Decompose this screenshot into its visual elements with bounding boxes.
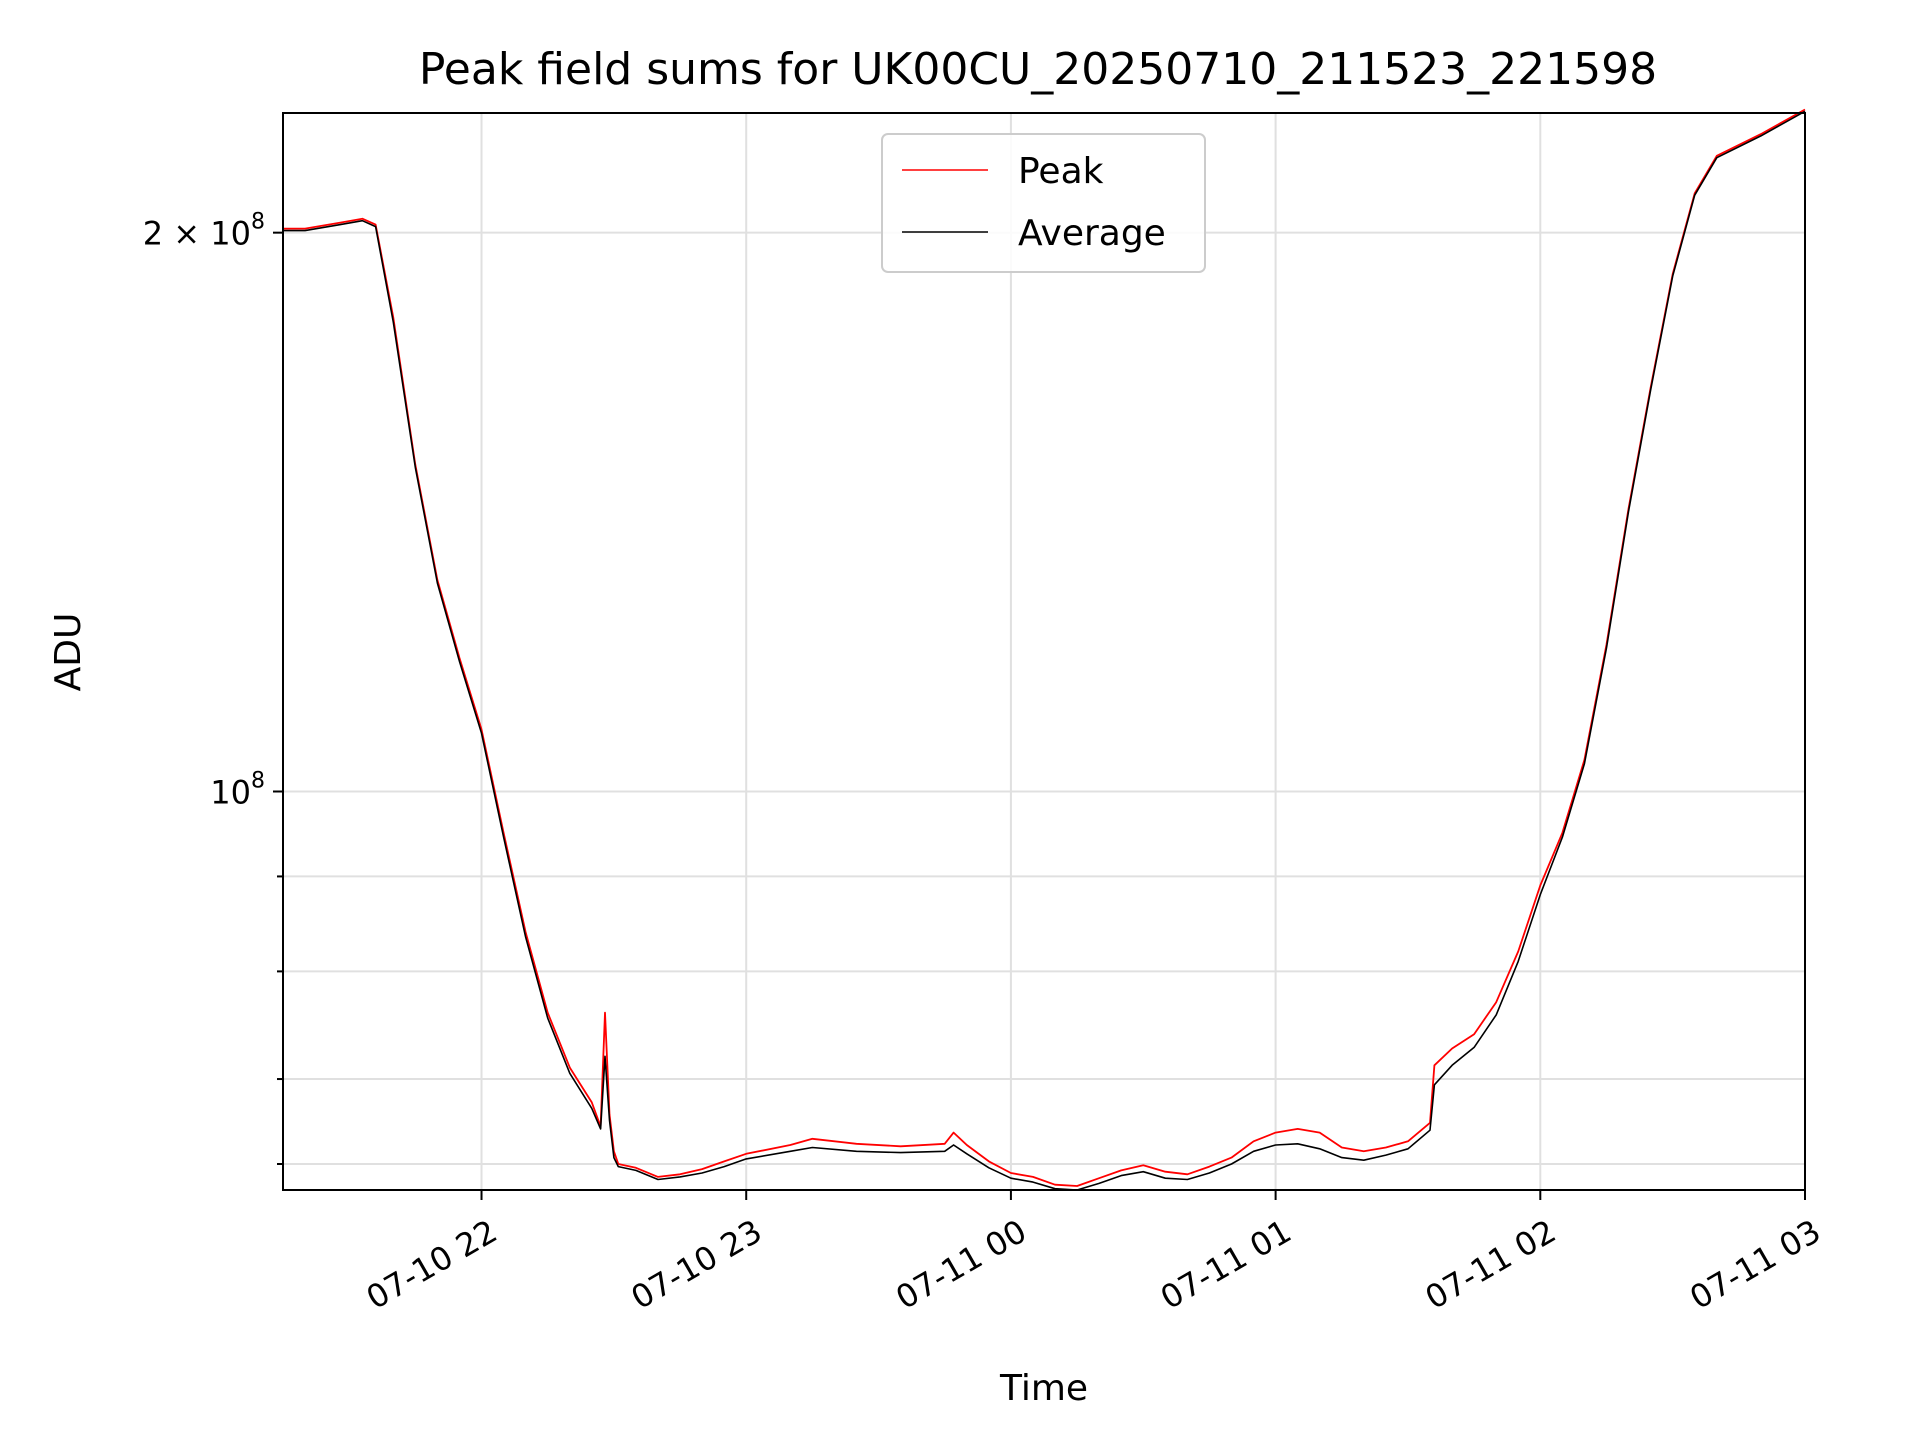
series-layer [283,108,1806,1191]
legend-box [881,133,1206,273]
legend-label-peak: Peak [1018,151,1104,192]
y-tick-label: 2 × 108 [143,210,265,253]
plot-frame [282,112,1806,1191]
grid [283,113,1806,1190]
series-line-average [283,110,1806,1191]
series-line-peak [283,108,1806,1187]
chart-title: Peak field sums for UK00CU_20250710_2115… [419,44,1657,95]
y-tick-label-base: 10 [210,773,251,811]
y-tick-label-base: 2 × 10 [143,215,251,253]
legend-label-average: Average [1018,213,1166,254]
x-axis-label: Time [999,1368,1088,1409]
y-axis-label: ADU [48,613,89,692]
y-tick-label: 108 [210,768,265,811]
y-tick-label-exponent: 8 [251,210,265,235]
legend: Peak Average [881,133,1206,273]
y-tick-label-exponent: 8 [251,768,265,793]
